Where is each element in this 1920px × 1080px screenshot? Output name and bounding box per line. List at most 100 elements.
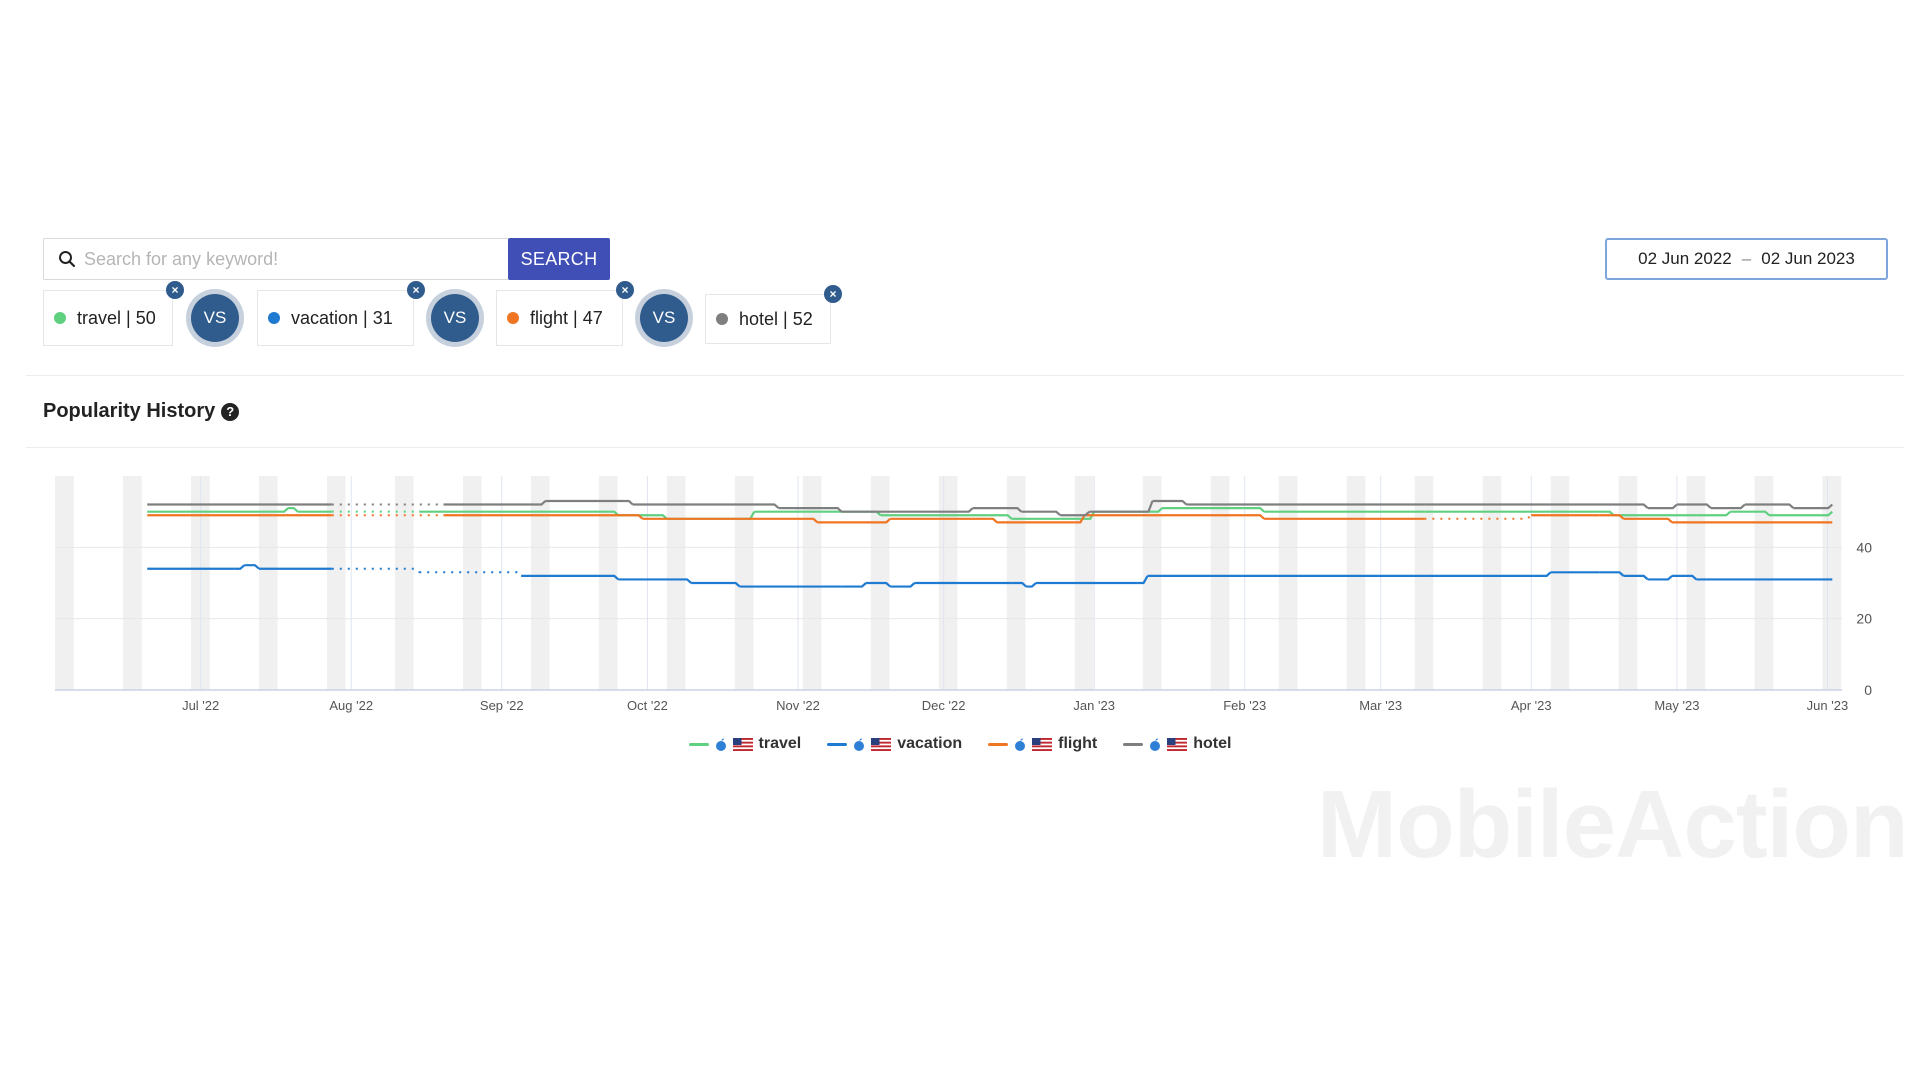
series-line-travel <box>1769 510 1834 517</box>
series-line-travel <box>1550 510 1615 517</box>
week-band <box>55 476 74 690</box>
series-line-hotel <box>545 499 634 506</box>
us-flag-icon <box>1032 737 1053 751</box>
series-line-hotel <box>1744 503 1795 509</box>
search-box[interactable] <box>43 238 509 280</box>
series-line-travel <box>1244 507 1265 513</box>
legend-item-flight[interactable]: flight <box>988 735 1097 753</box>
series-line-vacation <box>244 564 260 570</box>
legend-swatch <box>827 742 848 746</box>
keyword-chip-travel[interactable]: travel | 50 × <box>43 281 184 346</box>
series-line-vacation <box>890 582 916 588</box>
week-band <box>802 476 822 690</box>
week-band <box>1550 476 1570 690</box>
date-range-start: 02 Jun 2022 <box>1638 249 1732 268</box>
series-line-travel <box>1696 510 1732 517</box>
chip-label: travel | 50 <box>77 307 156 328</box>
series-line-hotel <box>793 507 843 513</box>
help-icon[interactable]: ? <box>221 402 240 421</box>
y-tick-label: 40 <box>1856 539 1872 555</box>
series-line-flight <box>1623 517 1673 524</box>
week-band <box>666 476 686 690</box>
legend-swatch <box>988 742 1009 746</box>
remove-icon[interactable]: × <box>407 281 425 299</box>
divider <box>26 375 1904 376</box>
series-line-hotel <box>1060 510 1091 517</box>
week-band <box>598 476 618 690</box>
week-band <box>734 476 754 690</box>
remove-icon[interactable]: × <box>824 285 842 303</box>
series-line-hotel <box>1137 500 1154 513</box>
vs-label: VS <box>191 294 239 342</box>
legend-label: hotel <box>1193 735 1232 752</box>
legend-swatch <box>1123 742 1144 746</box>
series-line-vacation <box>1647 575 1673 581</box>
week-band <box>1754 476 1774 690</box>
series-line-vacation <box>234 564 246 570</box>
y-tick-label: 20 <box>1856 611 1872 627</box>
x-tick-label: Jul '22 <box>182 698 219 713</box>
series-line-flight <box>1599 514 1625 520</box>
series-line-hotel <box>1021 510 1061 517</box>
series-line-hotel <box>963 507 974 513</box>
series-line-flight <box>797 517 819 524</box>
remove-icon[interactable]: × <box>616 281 634 299</box>
date-range-separator: – <box>1741 249 1752 268</box>
x-tick-label: Nov '22 <box>776 698 820 713</box>
x-tick-label: Aug '22 <box>329 698 373 713</box>
legend-item-vacation[interactable]: vacation <box>827 735 962 753</box>
series-line-vacation <box>521 574 620 581</box>
week-band <box>1686 476 1706 690</box>
week-band <box>1482 476 1502 690</box>
legend-label: travel <box>758 735 802 752</box>
apple-icon <box>1149 737 1161 751</box>
search-icon <box>56 248 78 270</box>
chip-label: hotel | 52 <box>739 308 813 329</box>
keyword-chip-hotel[interactable]: hotel | 52 × <box>705 285 842 344</box>
series-line-vacation <box>1623 574 1649 581</box>
watermark-text: MobileAction <box>1317 771 1909 878</box>
section-header: Popularity History ? <box>43 400 240 423</box>
series-line-vacation <box>419 571 522 577</box>
date-range-picker[interactable]: 02 Jun 2022 – 02 Jun 2023 <box>1605 238 1888 280</box>
week-band <box>258 476 278 690</box>
week-band <box>1414 476 1434 690</box>
week-band <box>1346 476 1366 690</box>
remove-icon[interactable]: × <box>166 281 184 299</box>
chart-legend: travel vacation flight hotel <box>0 735 1920 753</box>
x-tick-label: Jan '23 <box>1073 698 1115 713</box>
x-tick-label: Sep '22 <box>480 698 524 713</box>
search-button[interactable]: SEARCH <box>508 238 610 280</box>
search-input[interactable] <box>78 239 508 279</box>
series-line-travel <box>1060 511 1096 520</box>
series-line-flight <box>1424 514 1532 520</box>
series-line-hotel <box>1647 503 1678 510</box>
series-line-flight <box>865 517 891 524</box>
x-tick-label: Apr '23 <box>1511 698 1552 713</box>
x-tick-label: Oct '22 <box>627 698 668 713</box>
x-tick-label: Mar '23 <box>1359 698 1402 713</box>
keyword-chip-vacation[interactable]: vacation | 31 × <box>257 281 425 346</box>
series-line-hotel <box>1550 503 1649 509</box>
us-flag-icon <box>732 737 753 751</box>
legend-item-travel[interactable]: travel <box>688 735 802 753</box>
chip-color-dot <box>507 312 519 324</box>
vs-label: VS <box>431 294 479 342</box>
chip-color-dot <box>268 312 280 324</box>
series-line-hotel <box>1152 499 1188 506</box>
divider <box>26 447 1904 448</box>
series-line-hotel <box>1710 503 1746 510</box>
vs-badge: VS <box>635 289 693 347</box>
week-band <box>462 476 482 690</box>
series-line-hotel <box>1793 503 1834 510</box>
series-line-flight <box>1244 514 1265 520</box>
apple-icon <box>853 737 865 751</box>
series-line-flight <box>545 514 644 520</box>
series-line-vacation <box>1137 575 1149 585</box>
series-line-vacation <box>1424 571 1552 577</box>
series-line-vacation <box>691 581 741 588</box>
series-line-vacation <box>1026 582 1037 588</box>
keyword-chip-flight[interactable]: flight | 47 × <box>496 281 634 346</box>
legend-item-hotel[interactable]: hotel <box>1123 735 1231 753</box>
week-band <box>1210 476 1230 690</box>
